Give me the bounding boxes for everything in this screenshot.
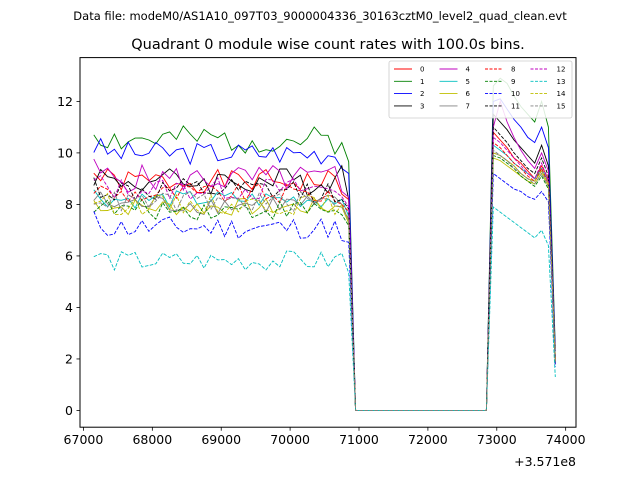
legend-label-9: 9 (511, 78, 515, 86)
legend-label-8: 8 (511, 66, 515, 74)
series-line-2 (93, 98, 556, 411)
legend-label-10: 10 (511, 90, 520, 98)
legend-label-11: 11 (511, 102, 520, 110)
series-line-11 (93, 125, 556, 411)
chart-title: Quadrant 0 module wise count rates with … (131, 37, 525, 53)
series-line-3 (93, 113, 556, 411)
legend-label-14: 14 (557, 90, 566, 98)
series-line-10 (93, 172, 556, 411)
plot-frame (79, 57, 577, 428)
x-tick-label: 72000 (408, 432, 448, 447)
y-tick-label: 4 (65, 300, 73, 315)
legend-label-2: 2 (420, 90, 424, 98)
legend-label-6: 6 (466, 90, 471, 98)
legend-box (388, 60, 573, 119)
series-layer (93, 77, 556, 411)
legend-label-1: 1 (420, 78, 424, 86)
x-tick-label: 74000 (546, 432, 586, 447)
legend-label-12: 12 (557, 66, 566, 74)
legend-label-4: 4 (466, 66, 471, 74)
y-tick-label: 0 (65, 403, 73, 418)
x-tick-label: 68000 (132, 432, 172, 447)
x-tick-label: 69000 (201, 432, 241, 447)
y-tick-label: 12 (57, 94, 73, 109)
chart-suptitle: Data file: modeM0/AS1A10_097T03_90000043… (73, 9, 567, 23)
series-line-1 (93, 77, 556, 411)
series-line-7 (93, 152, 556, 411)
legend-label-15: 15 (557, 102, 566, 110)
x-offset-label: +3.571e8 (514, 454, 576, 469)
series-line-15 (93, 149, 556, 411)
legend-label-13: 13 (557, 78, 566, 86)
y-tick-label: 8 (65, 197, 73, 212)
series-line-12 (93, 136, 556, 411)
y-tick-label: 6 (65, 248, 73, 263)
legend-label-0: 0 (420, 66, 424, 74)
legend-label-5: 5 (466, 78, 470, 86)
legend-label-3: 3 (420, 102, 424, 110)
y-tick-label: 2 (65, 351, 73, 366)
series-line-5 (93, 144, 556, 411)
legend-label-7: 7 (466, 102, 470, 110)
x-tick-label: 67000 (64, 432, 104, 447)
y-axis: 0 2 4 6 8 10 12 (57, 94, 80, 418)
x-tick-label: 71000 (339, 432, 379, 447)
y-tick-label: 10 (57, 145, 73, 160)
x-tick-label: 70000 (270, 432, 310, 447)
series-line-14 (93, 152, 556, 411)
series-line-13 (93, 206, 556, 411)
x-tick-label: 73000 (477, 432, 517, 447)
x-axis: 67000 68000 69000 70000 71000 72000 73000 74000 (64, 427, 586, 447)
